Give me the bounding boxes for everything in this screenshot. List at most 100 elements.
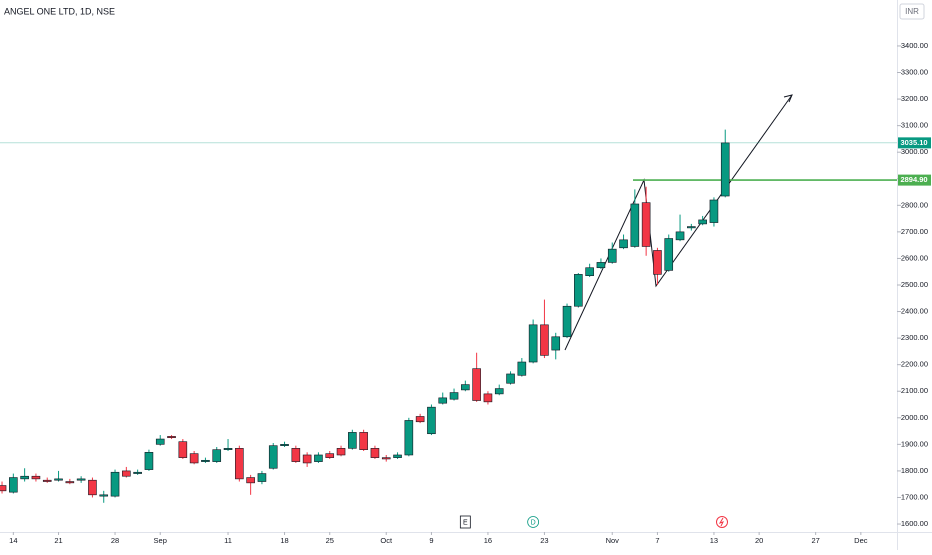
currency-box [899, 3, 925, 20]
candle-body [393, 454, 402, 458]
x-tick-label: 14 [9, 536, 17, 545]
y-tick-label: 2000.00 [901, 413, 928, 422]
dividend-flash-icon [716, 516, 728, 528]
candle-body [122, 470, 131, 477]
price-label-box [898, 174, 931, 186]
candle-body [20, 475, 29, 480]
candle-body [133, 471, 142, 474]
candle-body [472, 368, 481, 401]
y-tick-label: 2700.00 [901, 227, 928, 236]
x-tick-label: 20 [755, 536, 763, 545]
x-tick-label: 9 [429, 536, 433, 545]
candle-body [268, 445, 278, 469]
candle-body [585, 267, 594, 276]
candle-body [167, 436, 176, 439]
candle-body [574, 274, 583, 307]
candle-body [0, 485, 7, 492]
candle-body [155, 438, 165, 445]
candle-body [144, 452, 154, 470]
x-tick-label: 18 [280, 536, 288, 545]
candle-body [607, 248, 617, 263]
y-tick-label: 3100.00 [901, 121, 928, 130]
x-tick-label: Dec [854, 536, 868, 545]
trend-arrow [783, 94, 793, 103]
y-tick-label: 3200.00 [901, 94, 928, 103]
x-tick-label: 25 [326, 536, 334, 545]
candle-body [619, 239, 628, 249]
candle-body [201, 459, 210, 462]
chart-title: ANGEL ONE LTD, 1D, NSE [4, 6, 115, 16]
candle-body [596, 262, 606, 269]
y-tick-label: 2400.00 [901, 307, 928, 316]
candle-body [675, 231, 685, 241]
y-tick-label: 3400.00 [901, 41, 928, 50]
y-tick-label: 2800.00 [901, 200, 928, 209]
candle-body [449, 392, 459, 400]
candle-body [31, 475, 41, 480]
price-label: 3035.10 [900, 138, 927, 147]
candle-body [348, 432, 357, 449]
x-tick-label: Oct [380, 536, 393, 545]
candle-body [720, 142, 730, 197]
y-tick-label: 1700.00 [901, 492, 928, 501]
candle-body [381, 457, 391, 460]
event-label: D [531, 519, 536, 526]
x-tick-label: 7 [655, 536, 659, 545]
candle-body [336, 448, 346, 456]
y-tick-label: 3000.00 [901, 147, 928, 156]
candle-body [370, 448, 380, 458]
candle-body [540, 324, 549, 356]
x-tick-label: 28 [111, 536, 119, 545]
candle-body [189, 453, 199, 464]
candle-body [223, 448, 233, 450]
candle-body [65, 481, 75, 484]
candle-body [494, 388, 504, 395]
x-tick-label: Sep [154, 536, 167, 545]
candle-body [359, 432, 368, 450]
candle-body [427, 406, 436, 435]
candle-body [235, 448, 244, 480]
candle-body [54, 478, 63, 481]
candle-body [404, 420, 414, 456]
candle-body [506, 373, 515, 384]
candle-body [325, 453, 335, 458]
candle-body [415, 416, 425, 423]
candle-body [517, 361, 527, 376]
candle-body [314, 454, 323, 462]
candle-body [99, 494, 109, 497]
y-tick-label: 1600.00 [901, 519, 928, 528]
candle-body [687, 226, 696, 229]
x-tick-label: 13 [710, 536, 718, 545]
x-tick-label: 16 [484, 536, 492, 545]
y-tick-label: 2100.00 [901, 386, 928, 395]
x-tick-label: Nov [606, 536, 620, 545]
x-tick-label: 21 [54, 536, 62, 545]
candle-body [630, 203, 640, 247]
candle-body [641, 202, 651, 247]
candle-body [562, 305, 572, 338]
candle-body [76, 478, 86, 481]
candle-body [257, 473, 267, 482]
candle-body [110, 471, 120, 497]
y-tick-label: 1900.00 [901, 439, 928, 448]
y-tick-label: 2500.00 [901, 280, 928, 289]
y-tick-label: 3300.00 [901, 67, 928, 76]
candle-body [709, 199, 719, 223]
price-label-box [898, 137, 931, 149]
y-tick-label: 2600.00 [901, 253, 928, 262]
candle-body [698, 219, 707, 225]
candle-body [291, 448, 301, 462]
candle-body [664, 238, 674, 271]
candle-body [653, 250, 662, 275]
candle-body [42, 479, 52, 482]
candle-body [88, 479, 97, 496]
candle-body [9, 477, 18, 493]
price-label: 2894.90 [900, 175, 927, 184]
event-box [459, 515, 471, 529]
event-label: E [463, 519, 468, 526]
y-tick-label: 1800.00 [901, 466, 928, 475]
currency-label: INR [905, 7, 919, 16]
